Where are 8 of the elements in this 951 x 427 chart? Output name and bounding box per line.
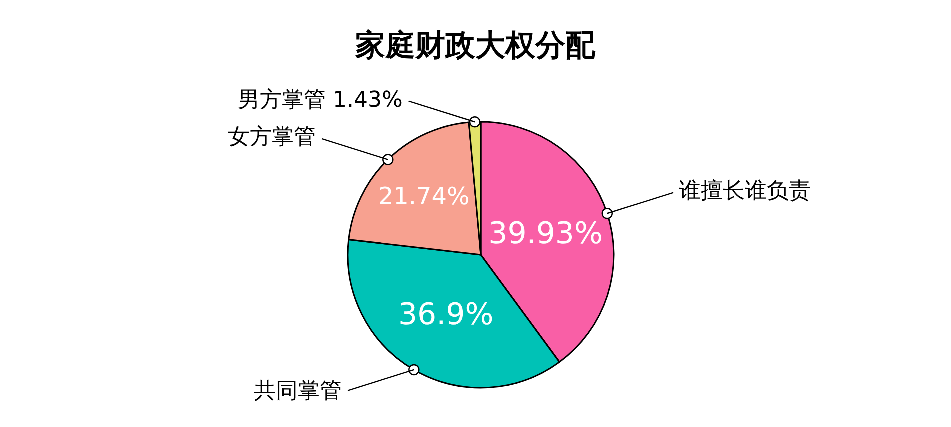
data-label: 39.93%: [488, 216, 604, 252]
slice-label: 女方掌管: [228, 125, 316, 150]
data-label: 21.74%: [378, 182, 470, 211]
slice-label: 共同掌管: [254, 379, 342, 404]
data-label: 36.9%: [398, 298, 494, 332]
chart-title: 家庭财政大权分配: [356, 28, 596, 64]
slice-label: 男方掌管 1.43%: [238, 88, 403, 113]
slice-label: 谁擅长谁负责: [679, 179, 811, 204]
